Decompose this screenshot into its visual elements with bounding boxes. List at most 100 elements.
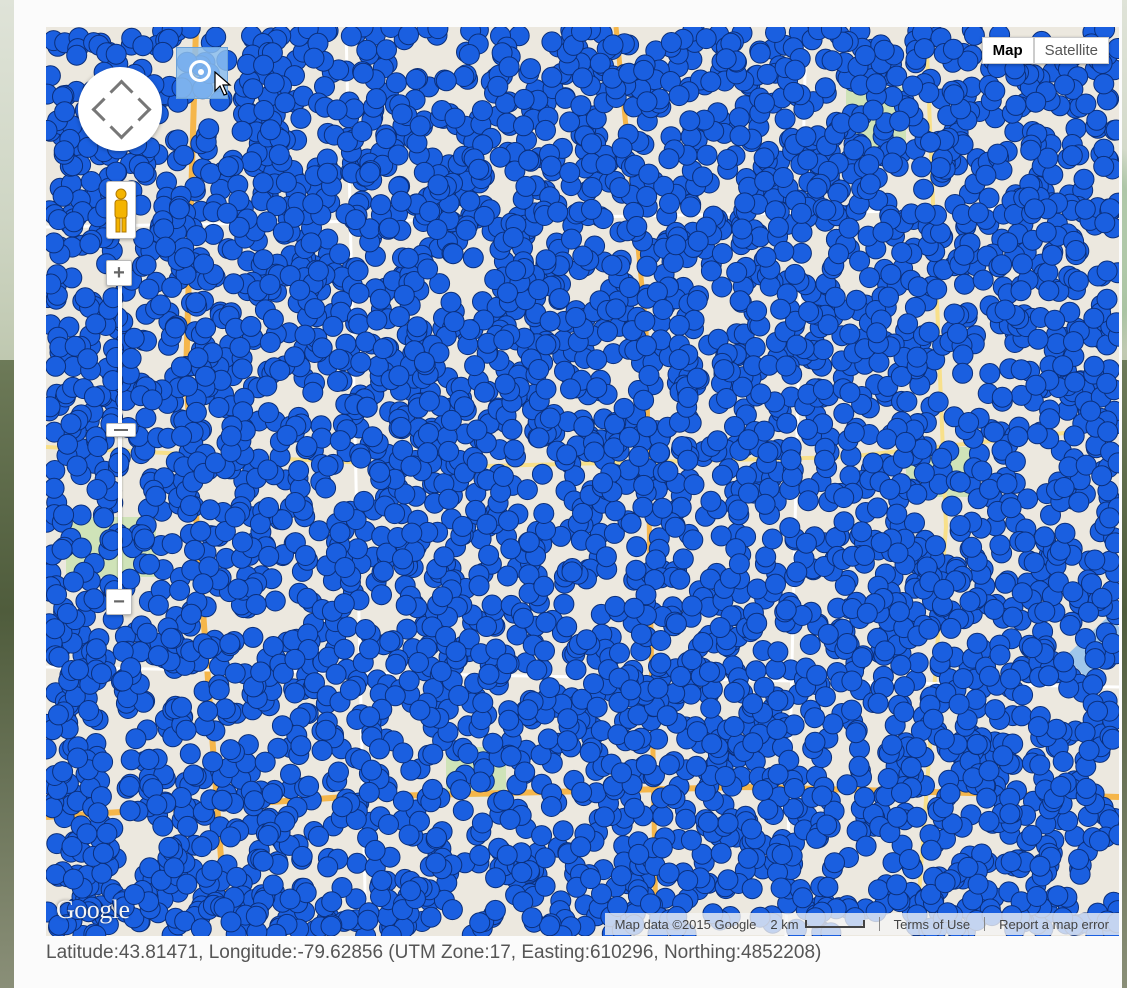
map-marker[interactable]: [387, 144, 409, 166]
map-marker[interactable]: [513, 88, 535, 110]
google-logo[interactable]: Google: [56, 895, 130, 924]
map-marker[interactable]: [1024, 198, 1045, 220]
map-marker[interactable]: [686, 367, 708, 389]
map-marker[interactable]: [422, 743, 444, 765]
map-marker[interactable]: [466, 452, 488, 474]
map-marker[interactable]: [581, 133, 602, 155]
map-marker[interactable]: [953, 244, 975, 266]
map-marker[interactable]: [665, 234, 687, 256]
map-marker[interactable]: [169, 579, 191, 601]
map-marker[interactable]: [943, 84, 965, 106]
map-marker[interactable]: [47, 704, 69, 726]
map-marker[interactable]: [746, 578, 768, 600]
map-marker[interactable]: [726, 261, 748, 283]
map-marker[interactable]: [261, 783, 283, 805]
map-marker[interactable]: [1035, 221, 1057, 243]
map-marker[interactable]: [896, 391, 918, 412]
map-marker[interactable]: [647, 677, 669, 699]
map-marker[interactable]: [152, 815, 174, 837]
map-marker[interactable]: [749, 42, 771, 64]
map-marker[interactable]: [1025, 91, 1047, 113]
map-marker[interactable]: [394, 483, 416, 505]
map-marker[interactable]: [695, 28, 717, 50]
map-marker[interactable]: [1027, 716, 1049, 738]
map-marker[interactable]: [976, 787, 998, 809]
map-marker[interactable]: [153, 218, 175, 240]
map-marker[interactable]: [322, 315, 344, 337]
map-marker[interactable]: [417, 258, 439, 280]
map-marker[interactable]: [906, 806, 928, 828]
map-marker[interactable]: [771, 844, 793, 865]
map-marker[interactable]: [317, 856, 339, 878]
map-marker[interactable]: [984, 699, 1006, 721]
map-marker[interactable]: [744, 337, 766, 358]
map-marker[interactable]: [250, 661, 272, 683]
map-marker[interactable]: [586, 377, 608, 399]
map-marker[interactable]: [1083, 307, 1105, 329]
report-map-error-link[interactable]: Report a map error: [999, 916, 1109, 932]
map-marker[interactable]: [376, 39, 397, 61]
map-marker[interactable]: [252, 172, 274, 194]
map-marker[interactable]: [176, 873, 198, 895]
map-marker[interactable]: [1038, 665, 1060, 687]
map-marker[interactable]: [337, 616, 358, 638]
map-marker[interactable]: [535, 334, 557, 356]
map-marker[interactable]: [828, 243, 849, 265]
map-marker[interactable]: [645, 549, 667, 571]
map-marker[interactable]: [193, 253, 215, 275]
map-marker[interactable]: [280, 763, 301, 785]
map-marker[interactable]: [619, 426, 640, 448]
map-marker[interactable]: [511, 862, 533, 883]
map-marker[interactable]: [541, 66, 563, 88]
map-marker[interactable]: [854, 786, 875, 808]
map-marker[interactable]: [135, 407, 157, 429]
map-marker[interactable]: [817, 876, 839, 898]
map-marker[interactable]: [790, 202, 812, 224]
map-marker[interactable]: [243, 790, 265, 812]
map-marker[interactable]: [839, 465, 861, 487]
map-marker[interactable]: [987, 143, 1009, 165]
map-marker[interactable]: [804, 707, 826, 729]
map-marker[interactable]: [120, 347, 142, 369]
map-marker[interactable]: [619, 277, 640, 298]
map-marker[interactable]: [1084, 648, 1106, 670]
map-marker[interactable]: [881, 152, 903, 174]
map-marker[interactable]: [1038, 280, 1060, 302]
map-marker[interactable]: [783, 778, 805, 799]
map-marker[interactable]: [971, 460, 993, 482]
map-marker[interactable]: [183, 764, 204, 786]
map-marker[interactable]: [535, 378, 557, 400]
map-marker[interactable]: [64, 335, 86, 357]
map-marker[interactable]: [889, 110, 911, 132]
map-marker[interactable]: [442, 243, 464, 265]
map-marker[interactable]: [241, 151, 262, 173]
map-marker[interactable]: [155, 236, 177, 258]
map-marker[interactable]: [865, 73, 887, 95]
map-marker[interactable]: [1083, 355, 1105, 377]
map-marker[interactable]: [979, 478, 1001, 500]
map-marker[interactable]: [253, 100, 275, 121]
map-marker[interactable]: [476, 513, 498, 535]
map-marker[interactable]: [521, 907, 543, 929]
map-marker[interactable]: [136, 622, 158, 644]
map-marker[interactable]: [224, 506, 246, 528]
map-marker[interactable]: [321, 891, 343, 913]
map-marker[interactable]: [737, 429, 759, 451]
map-marker[interactable]: [267, 737, 289, 759]
map-marker[interactable]: [549, 288, 571, 310]
map-marker[interactable]: [303, 47, 325, 69]
map-marker[interactable]: [767, 690, 789, 712]
map-marker[interactable]: [334, 557, 356, 578]
map-marker[interactable]: [534, 847, 556, 869]
map-marker[interactable]: [168, 198, 190, 220]
map-marker[interactable]: [604, 595, 626, 617]
map-marker[interactable]: [659, 192, 680, 214]
map-marker[interactable]: [295, 545, 316, 566]
map-marker[interactable]: [683, 474, 705, 496]
map-marker[interactable]: [717, 149, 738, 170]
map-marker[interactable]: [770, 298, 792, 320]
map-marker[interactable]: [231, 358, 253, 380]
map-marker[interactable]: [729, 125, 751, 147]
map-marker[interactable]: [943, 303, 965, 325]
map-marker[interactable]: [991, 439, 1013, 461]
